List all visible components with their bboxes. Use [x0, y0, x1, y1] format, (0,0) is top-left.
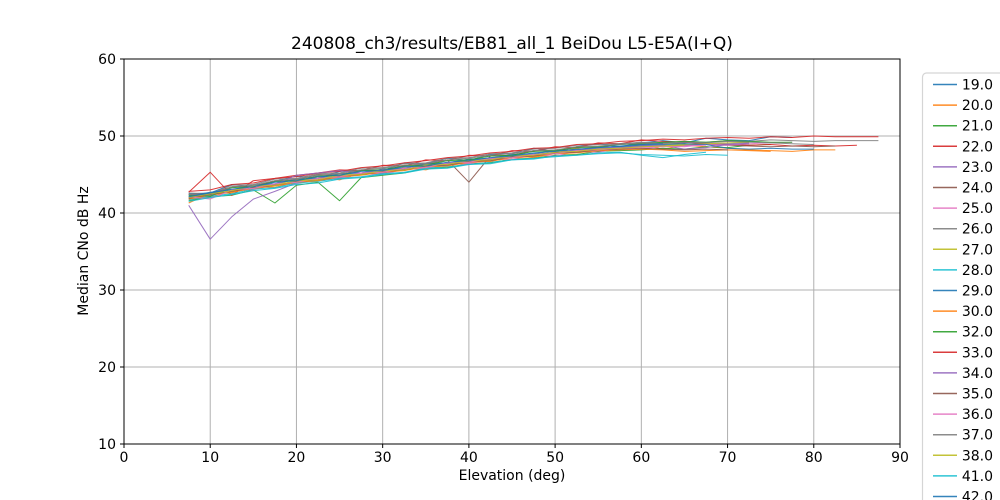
y-tick-label: 30: [98, 283, 116, 299]
x-tick-label: 20: [288, 450, 306, 466]
x-tick-label: 70: [719, 450, 737, 466]
legend-label: 28.0: [962, 263, 993, 279]
legend-label: 42.0: [962, 490, 993, 500]
x-tick-label: 60: [632, 450, 650, 466]
chart-title: 240808_ch3/results/EB81_all_1 BeiDou L5-…: [291, 34, 733, 54]
legend-label: 23.0: [962, 160, 993, 176]
axes-spines: [123, 58, 901, 445]
x-tick-label: 30: [374, 450, 392, 466]
x-tick-label: 0: [120, 450, 129, 466]
series-line-22.0: [188, 139, 857, 196]
x-tick-label: 90: [891, 450, 909, 466]
y-axis-label: Median CNo dB Hz: [76, 186, 92, 316]
x-tick-label: 80: [805, 450, 823, 466]
legend-label: 21.0: [962, 119, 993, 135]
x-tick-label: 50: [546, 450, 564, 466]
y-tick-label: 40: [98, 206, 116, 222]
legend-label: 19.0: [962, 78, 993, 94]
x-tick-label: 40: [460, 450, 478, 466]
legend-label: 29.0: [962, 284, 993, 300]
legend-label: 24.0: [962, 181, 993, 197]
y-tick-label: 20: [98, 360, 116, 376]
legend-label: 34.0: [962, 366, 993, 382]
legend-label: 32.0: [962, 325, 993, 341]
legend-label: 35.0: [962, 387, 993, 403]
legend-label: 27.0: [962, 242, 993, 258]
series-line-33.0: [188, 135, 879, 192]
y-tick-label: 10: [98, 437, 116, 453]
y-tick-label: 60: [98, 52, 116, 68]
series-line-30.0: [188, 148, 771, 200]
y-tick-label: 50: [98, 129, 116, 145]
legend-label: 41.0: [962, 469, 993, 485]
legend-label: 33.0: [962, 345, 993, 361]
legend-label: 25.0: [962, 201, 993, 217]
legend-label: 37.0: [962, 428, 993, 444]
legend-label: 26.0: [962, 222, 993, 238]
legend-label: 20.0: [962, 98, 993, 114]
x-axis-label: Elevation (deg): [458, 468, 566, 484]
series-line-28.0: [188, 152, 728, 201]
series-line-42.0: [188, 143, 663, 198]
series-line-41.0: [188, 151, 707, 202]
legend-label: 38.0: [962, 448, 993, 464]
series-line-21.0: [188, 144, 771, 204]
legend-label: 22.0: [962, 139, 993, 155]
series-line-38.0: [188, 144, 685, 199]
series-line-37.0: [188, 140, 814, 196]
x-tick-label: 10: [201, 450, 219, 466]
legend-label: 36.0: [962, 407, 993, 423]
legend-label: 30.0: [962, 304, 993, 320]
series-line-26.0: [188, 139, 879, 195]
